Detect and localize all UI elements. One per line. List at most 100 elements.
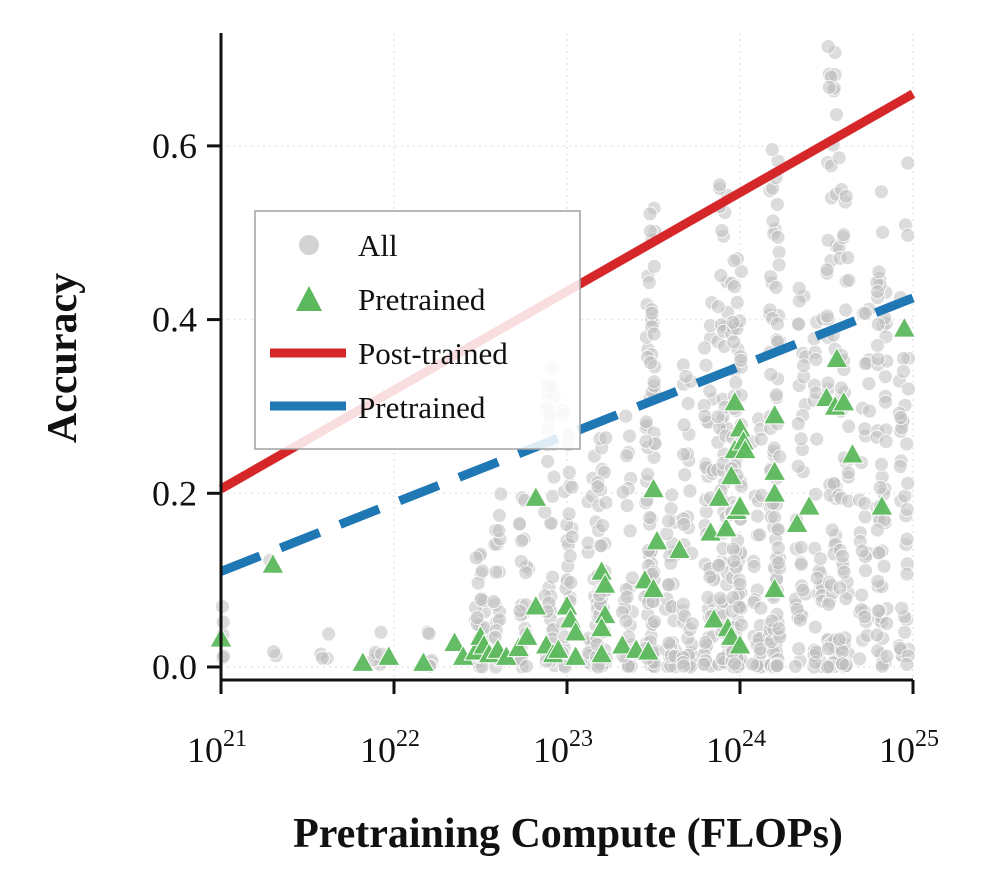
all-point — [870, 351, 886, 367]
all-point — [878, 394, 893, 410]
all-point — [644, 305, 660, 321]
all-point — [854, 587, 870, 603]
all-point — [900, 475, 916, 491]
x-tick-label: 1022 — [360, 726, 420, 770]
all-point — [615, 484, 631, 500]
pretrained-point — [728, 494, 752, 516]
all-point — [663, 501, 679, 517]
all-point — [824, 522, 840, 538]
pretrained-point — [733, 437, 758, 460]
all-point — [590, 479, 606, 495]
all-point — [562, 548, 578, 564]
all-point — [750, 508, 765, 524]
all-point — [878, 369, 893, 385]
all-point — [852, 651, 867, 667]
all-point — [727, 279, 742, 295]
all-point — [838, 188, 854, 204]
all-point — [661, 513, 676, 529]
all-point — [595, 518, 610, 533]
all-point — [726, 334, 742, 350]
all-point — [643, 355, 658, 371]
all-point — [491, 523, 507, 538]
pretrained-point — [892, 316, 917, 338]
all-point — [857, 421, 873, 437]
all-point — [618, 408, 634, 424]
all-point — [710, 409, 726, 425]
all-point — [892, 458, 908, 474]
pretrained-point — [563, 644, 588, 666]
all-point — [619, 498, 635, 514]
pretrained-point — [785, 511, 809, 533]
all-point — [537, 504, 553, 520]
pretrained-point — [728, 633, 752, 655]
pretrained-point — [524, 485, 548, 507]
all-point — [727, 656, 743, 672]
pretrained-point — [762, 403, 787, 425]
all-point — [561, 506, 577, 522]
all-point — [862, 403, 877, 419]
pretrained-point — [702, 607, 726, 629]
all-point — [795, 582, 811, 598]
all-point — [763, 366, 779, 382]
all-point — [854, 543, 870, 559]
all-point — [714, 223, 730, 239]
all-point — [870, 316, 886, 332]
all-point — [809, 570, 825, 586]
all-point — [871, 545, 887, 561]
all-point — [857, 305, 873, 321]
all-point — [469, 610, 485, 626]
pretrained-point — [831, 390, 856, 412]
all-point — [561, 464, 577, 480]
all-point — [680, 396, 696, 411]
all-point — [768, 279, 784, 295]
all-point — [836, 564, 852, 580]
pretrained-point — [546, 637, 571, 659]
all-point — [791, 316, 806, 332]
all-point — [546, 469, 562, 485]
all-point — [677, 467, 693, 483]
all-point — [833, 380, 849, 396]
pretrained-point — [376, 644, 401, 666]
all-point — [728, 375, 744, 391]
all-point — [512, 603, 528, 619]
all-point — [769, 658, 785, 674]
all-point — [820, 39, 836, 54]
all-point — [793, 539, 809, 555]
all-point — [698, 357, 714, 373]
all-point — [622, 428, 637, 444]
all-point — [870, 338, 885, 353]
all-point — [700, 590, 716, 605]
all-point — [792, 612, 808, 628]
all-point — [563, 575, 579, 590]
all-point — [838, 302, 853, 318]
all-point — [638, 433, 654, 449]
pretrained-point — [593, 572, 617, 594]
x-ticks: 1021 1022 1023 1024 1025 — [187, 680, 939, 770]
y-tick-label: 0.6 — [152, 126, 197, 166]
all-point — [873, 184, 889, 200]
all-point — [840, 250, 856, 266]
all-point — [770, 540, 786, 556]
all-point — [642, 510, 658, 525]
all-point — [788, 658, 803, 674]
all-point — [514, 533, 530, 549]
all-point — [820, 659, 835, 675]
all-point — [676, 446, 691, 462]
all-point — [793, 431, 809, 447]
pretrained-point — [714, 515, 739, 538]
all-point — [697, 340, 712, 356]
all-point — [893, 410, 909, 425]
all-point — [897, 624, 913, 640]
all-point — [809, 431, 825, 447]
all-point — [832, 632, 847, 647]
all-point — [266, 644, 282, 660]
all-point — [771, 555, 786, 571]
all-point — [545, 569, 560, 585]
all-point — [726, 553, 742, 569]
y-ticks: 0.0 0.2 0.4 0.6 — [152, 126, 221, 687]
all-point — [676, 417, 692, 433]
all-point — [488, 564, 504, 580]
pretrained-point — [506, 635, 531, 658]
all-point — [493, 486, 509, 502]
